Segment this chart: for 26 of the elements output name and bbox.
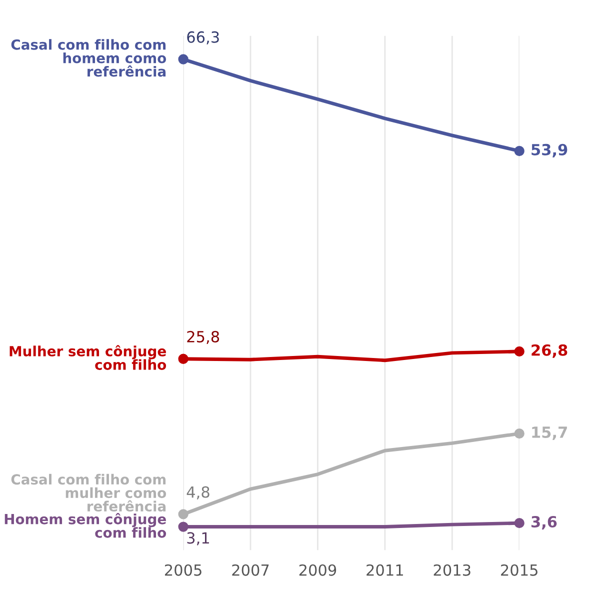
point <box>514 346 524 357</box>
series-label: Casal com filho com homem como referência <box>11 39 166 77</box>
data-label: 25,8 <box>187 330 220 344</box>
data-label: 15,7 <box>532 426 567 440</box>
data-label: 3,1 <box>187 532 209 546</box>
point <box>178 522 188 532</box>
data-label: 4,8 <box>186 486 210 500</box>
point <box>178 54 188 64</box>
point <box>514 428 524 439</box>
x-tick-label: 2005 <box>164 564 202 576</box>
x-tick-label: 2009 <box>299 564 336 576</box>
point <box>514 518 524 528</box>
data-label: 26,8 <box>532 344 568 358</box>
data-label: 53,9 <box>532 144 568 158</box>
data-label: 66,3 <box>187 31 219 44</box>
series-label: Homem sem cônjuge com filho <box>4 513 166 538</box>
x-tick-label: 2015 <box>501 564 538 576</box>
point <box>178 509 188 520</box>
point <box>178 354 188 364</box>
x-tick-label: 2011 <box>366 564 403 576</box>
data-label: 3,6 <box>531 516 557 530</box>
point <box>514 146 524 156</box>
series-label: Casal com filho com mulher como referência <box>11 474 166 512</box>
x-tick-label: 2007 <box>232 564 269 576</box>
series-label: Mulher sem cônjuge com filho <box>10 345 166 370</box>
x-tick-label: 2013 <box>434 564 470 576</box>
